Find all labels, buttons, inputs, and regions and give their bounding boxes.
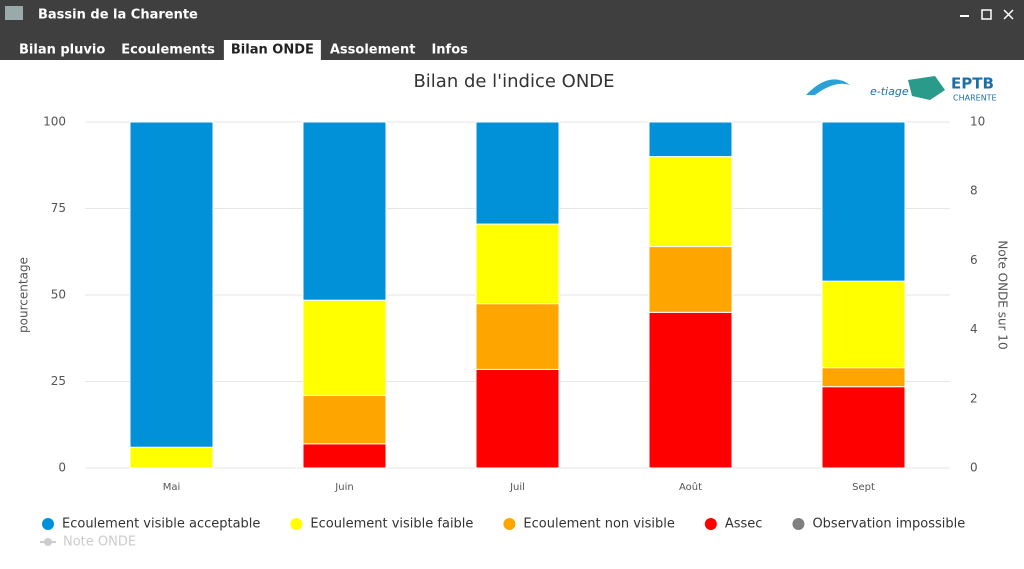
tab-label[interactable]: Infos: [431, 43, 468, 58]
tab-label[interactable]: Bilan pluvio: [19, 43, 105, 58]
bar-segment: [648, 156, 733, 248]
bar-segment: [475, 303, 560, 370]
bar-segment: [302, 121, 387, 301]
bar-segment: [475, 368, 560, 469]
logo-eptb-sub: CHARENTE: [953, 94, 997, 103]
bar-segment: [475, 223, 560, 305]
x-tick-label: Mai: [163, 482, 181, 493]
tab-bar: Bilan pluvio Ecoulements Bilan ONDE Assolem…: [19, 40, 468, 60]
app-icon: [5, 6, 23, 20]
bar-segment: [302, 394, 387, 445]
y-tick-label: 0: [58, 461, 66, 475]
y-tick-label: 75: [51, 201, 66, 215]
legend-label[interactable]: Ecoulement visible faible: [310, 517, 473, 532]
tab-label[interactable]: Bilan ONDE: [231, 43, 314, 58]
y2-tick-label: 6: [970, 253, 978, 267]
legend-symbol: [792, 518, 805, 530]
bar-segment: [821, 121, 906, 282]
legend-symbol: [503, 518, 516, 530]
tab-label[interactable]: Ecoulements: [121, 43, 215, 58]
bar-segment: [648, 121, 733, 158]
logo-eptb: EPTB: [951, 75, 994, 93]
legend-label[interactable]: Ecoulement non visible: [523, 517, 674, 532]
y-tick-label: 100: [43, 115, 66, 129]
logo-drop: [806, 79, 850, 95]
bar-segment: [821, 367, 906, 388]
x-tick-label: Sept: [852, 482, 875, 493]
x-tick-label: Août: [679, 481, 702, 493]
x-tick-label: Juin: [334, 482, 353, 493]
bar-segment: [648, 311, 733, 469]
legend-symbol: [704, 518, 717, 530]
y2-tick-label: 2: [970, 391, 978, 405]
tab-label[interactable]: Assolement: [330, 43, 416, 58]
y-axis-label: pourcentage: [17, 257, 31, 333]
y-tick-label: 25: [51, 374, 66, 388]
bar-segment: [129, 446, 214, 469]
tab[interactable]: [223, 40, 321, 60]
bar-segment: [475, 121, 560, 225]
y2-tick-label: 0: [970, 461, 978, 475]
legend-label[interactable]: Assec: [725, 517, 763, 532]
bar-segment: [302, 299, 387, 396]
y2-tick-label: 8: [970, 184, 978, 198]
bar-segment: [821, 280, 906, 369]
bar-segment: [302, 443, 387, 469]
bar-segment: [821, 386, 906, 469]
logo-etiage: e-tiage: [870, 85, 909, 98]
close-button[interactable]: [1003, 9, 1014, 20]
bar-segment: [648, 246, 733, 313]
legend-symbol: [290, 518, 303, 530]
y2-axis-label: Note ONDE sur 10: [996, 240, 1010, 349]
logo-map: [908, 76, 945, 100]
legend-symbol: [42, 518, 54, 530]
y2-tick-label: 4: [970, 322, 978, 336]
chart-title: Bilan de l'indice ONDE: [413, 71, 614, 92]
maximize-button[interactable]: [981, 9, 992, 20]
legend-label[interactable]: Observation impossible: [812, 517, 965, 532]
legend-label[interactable]: Ecoulement visible acceptable: [62, 517, 260, 532]
window-title: Bassin de la Charente: [38, 8, 198, 23]
x-tick-label: Juil: [509, 482, 525, 493]
legend-symbol: [44, 538, 52, 546]
title-bar: [0, 0, 1024, 60]
chart: Bilan de l'indice ONDE e-tiage EPTB CHAR…: [17, 71, 1010, 350]
legend-label[interactable]: Note ONDE: [63, 535, 136, 550]
bar-segment: [129, 121, 214, 448]
y2-tick-label: 10: [970, 115, 985, 129]
y-tick-label: 50: [51, 288, 66, 302]
